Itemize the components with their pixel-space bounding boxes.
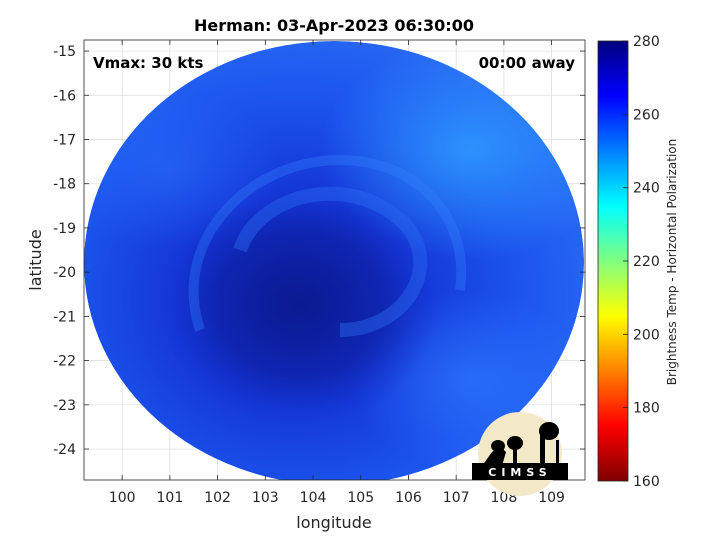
satellite-swath [84, 41, 584, 480]
y-tick-label: -16 [53, 88, 76, 104]
y-tick-label: -23 [53, 398, 76, 414]
y-tick-label: -21 [53, 309, 76, 325]
cimss-logo: CIMSS [472, 412, 568, 496]
x-tick-label: 100 [109, 490, 136, 506]
y-axis-label: latitude [26, 229, 45, 290]
x-tick-label: 107 [443, 490, 470, 506]
colorbar-tick-label: 200 [633, 327, 660, 343]
y-tick-label: -15 [53, 44, 76, 60]
colorbar-label: Brightness Temp - Horizontal Polarizatio… [665, 139, 679, 386]
chart-title: Herman: 03-Apr-2023 06:30:00 [194, 16, 474, 35]
spiral-band [233, 186, 428, 337]
colorbar-tick-label: 280 [633, 34, 660, 50]
colorbar: 280 260 240 220 200 180 160 Brightness Temp - … [597, 34, 679, 490]
plot-frame [83, 39, 586, 481]
y-tick-label: -20 [53, 265, 76, 281]
x-tick-label: 109 [538, 490, 565, 506]
y-tick-label: -18 [53, 177, 76, 193]
x-axis: 100 101 102 103 104 105 106 107 108 109 [109, 40, 565, 506]
storm-core [160, 185, 440, 425]
colorbar-tick-label: 220 [633, 254, 660, 270]
x-axis-label: longitude [296, 513, 371, 532]
colorbar-tick-label: 260 [633, 107, 660, 123]
y-tick-label: -24 [53, 442, 76, 458]
colorbar-tick-label: 180 [633, 401, 660, 417]
logo-text: CIMSS [488, 466, 551, 479]
away-annotation: 00:00 away [479, 54, 576, 72]
x-tick-label: 103 [252, 490, 279, 506]
x-tick-label: 101 [157, 490, 184, 506]
x-tick-label: 104 [300, 490, 327, 506]
spiral-band-outer [188, 154, 467, 332]
y-tick-label: -17 [53, 132, 76, 148]
y-tick-label: -19 [53, 221, 76, 237]
logo-banner [472, 463, 568, 480]
x-tick-label: 102 [204, 490, 231, 506]
colorbar-ticks: 280 260 240 220 200 180 160 [623, 34, 660, 490]
y-axis: -15 -16 -17 -18 -19 -20 -21 -22 -23 -24 [53, 44, 585, 458]
vmax-annotation: Vmax: 30 kts [93, 54, 203, 72]
colorbar-tick-label: 160 [633, 474, 660, 490]
colorbar-tick-label: 240 [633, 181, 660, 197]
logo-buildings [482, 422, 559, 466]
x-tick-label: 105 [347, 490, 374, 506]
x-tick-label: 106 [395, 490, 422, 506]
y-tick-label: -22 [53, 354, 76, 370]
